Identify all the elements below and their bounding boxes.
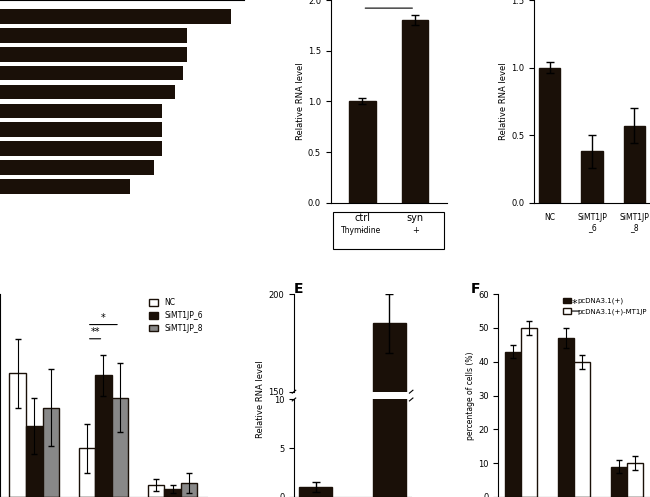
- Bar: [164, 489, 181, 497]
- Bar: [574, 362, 590, 497]
- Bar: [627, 463, 643, 497]
- Text: ***: ***: [380, 0, 397, 5]
- Bar: [112, 398, 128, 497]
- Bar: [0, 122, 162, 137]
- Bar: [0, 9, 231, 24]
- Bar: [582, 152, 603, 203]
- Bar: [402, 20, 428, 203]
- Bar: [42, 408, 59, 497]
- Bar: [558, 338, 574, 497]
- Bar: [349, 101, 376, 203]
- Bar: [0, 103, 162, 118]
- Text: -: -: [361, 226, 364, 235]
- Bar: [9, 373, 26, 497]
- Bar: [0, 141, 162, 156]
- Bar: [95, 375, 112, 497]
- Bar: [0, 84, 175, 99]
- Text: E: E: [294, 282, 304, 296]
- Y-axis label: Relative RNA level: Relative RNA level: [255, 361, 265, 438]
- Bar: [623, 126, 645, 203]
- Legend: pcDNA3.1(+), pcDNA3.1(+)-MT1JP: pcDNA3.1(+), pcDNA3.1(+)-MT1JP: [563, 298, 647, 315]
- Y-axis label: percentage of cells (%): percentage of cells (%): [466, 351, 475, 440]
- Text: Thymidine: Thymidine: [341, 226, 382, 235]
- Y-axis label: Relative RNA level: Relative RNA level: [296, 63, 306, 140]
- Bar: [299, 487, 332, 497]
- Text: +: +: [411, 226, 419, 235]
- Bar: [0, 28, 187, 43]
- Bar: [0, 66, 183, 81]
- Bar: [148, 485, 164, 497]
- Text: C: C: [534, 0, 544, 2]
- FancyBboxPatch shape: [333, 212, 444, 248]
- Text: F: F: [471, 282, 480, 296]
- Text: **: **: [90, 327, 100, 337]
- Bar: [79, 448, 95, 497]
- Bar: [521, 328, 537, 497]
- Text: *: *: [571, 299, 577, 309]
- Legend: NC, SiMT1JP_6, SiMT1JP_8: NC, SiMT1JP_6, SiMT1JP_8: [149, 298, 203, 332]
- Text: *: *: [101, 313, 106, 323]
- Bar: [372, 0, 406, 497]
- Bar: [0, 160, 154, 175]
- Bar: [181, 483, 198, 497]
- Bar: [611, 467, 627, 497]
- Text: B: B: [331, 0, 341, 2]
- Bar: [0, 47, 187, 62]
- Text: A: A: [0, 0, 8, 2]
- Bar: [540, 68, 560, 203]
- Bar: [26, 426, 42, 497]
- Bar: [0, 179, 130, 194]
- Bar: [372, 324, 406, 497]
- Bar: [505, 351, 521, 497]
- Y-axis label: Relative RNA level: Relative RNA level: [499, 63, 508, 140]
